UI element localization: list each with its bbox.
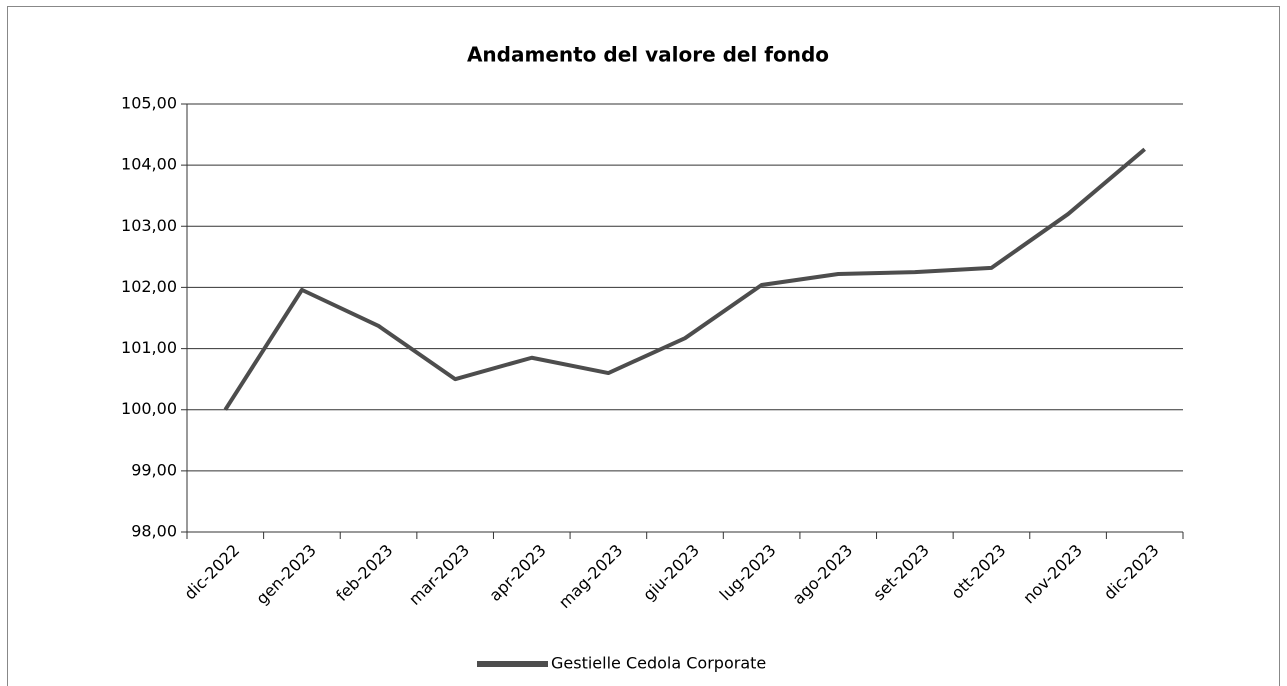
x-tick-label: lug-2023 xyxy=(716,541,780,605)
frame xyxy=(7,6,1280,686)
y-tick-label: 100,00 xyxy=(121,399,177,418)
y-tick-label: 98,00 xyxy=(131,522,177,541)
x-tick-label: ago-2023 xyxy=(789,541,857,609)
x-tick-label: dic-2022 xyxy=(180,541,243,604)
x-tick-label: mag-2023 xyxy=(555,541,626,612)
line xyxy=(223,147,1146,411)
x-tick-label: gen-2023 xyxy=(252,541,320,609)
x-tick-label: set-2023 xyxy=(869,541,933,605)
chart-title: Andamento del valore del fondo xyxy=(467,43,829,67)
y-tick-label: 99,00 xyxy=(131,460,177,479)
x-tick-label: nov-2023 xyxy=(1019,541,1086,608)
x-tick-label: feb-2023 xyxy=(332,541,396,605)
y-tick-label: 104,00 xyxy=(121,155,177,174)
x-tick-label: mar-2023 xyxy=(405,541,473,609)
x-tick-label: giu-2023 xyxy=(639,541,703,605)
y-tick-label: 101,00 xyxy=(121,338,177,357)
y-tick-label: 102,00 xyxy=(121,277,177,296)
x-tick-label: apr-2023 xyxy=(485,541,549,605)
x-tick-label: dic-2023 xyxy=(1100,541,1163,604)
y-tick-label: 105,00 xyxy=(121,94,177,113)
x-tick-label: ott-2023 xyxy=(947,541,1009,603)
y-tick-label: 103,00 xyxy=(121,216,177,235)
legend-label: Gestielle Cedola Corporate xyxy=(551,654,766,673)
